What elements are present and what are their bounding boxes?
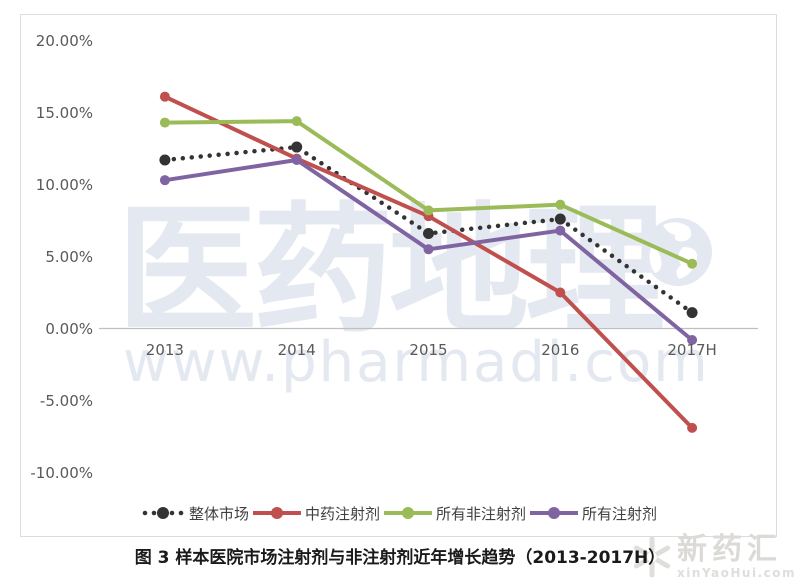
data-point-marker bbox=[423, 244, 434, 255]
data-point-marker bbox=[555, 225, 566, 236]
x-tick-label: 2013 bbox=[145, 341, 184, 359]
y-tick-label: 20.00% bbox=[35, 31, 93, 50]
y-tick-label: 15.00% bbox=[35, 103, 93, 122]
legend-item: 整体市场 bbox=[140, 503, 249, 524]
y-tick-label: -5.00% bbox=[39, 391, 93, 410]
legend-sample bbox=[384, 507, 432, 519]
data-point-marker bbox=[291, 141, 303, 153]
chart-area: 医药地理 www.pharmadl.com 20.00% 15.00% 10.00%… bbox=[20, 14, 777, 537]
legend-sample bbox=[142, 507, 184, 519]
legend-sample bbox=[530, 507, 579, 519]
data-point-marker bbox=[687, 335, 698, 346]
x-tick-label: 2016 bbox=[541, 341, 580, 359]
data-point-marker bbox=[291, 155, 302, 166]
data-point-marker bbox=[291, 116, 302, 127]
data-point-marker bbox=[687, 422, 698, 433]
watermark-xinyaohui-url: xinYaoHui.com bbox=[677, 566, 796, 580]
x-tick-label: 2015 bbox=[409, 341, 448, 359]
legend-item: 所有非注射剂 bbox=[383, 503, 526, 524]
series-line bbox=[164, 119, 693, 266]
data-point-marker bbox=[555, 287, 566, 298]
data-point-marker bbox=[423, 205, 434, 216]
legend-label: 所有非注射剂 bbox=[436, 504, 527, 523]
y-tick-label: 5.00% bbox=[45, 247, 93, 266]
legend-item: 所有注射剂 bbox=[529, 503, 657, 524]
chart-legend: 整体市场 中药注射剂 所有非注射剂 所有注射剂 bbox=[21, 502, 776, 524]
legend-sample bbox=[252, 507, 301, 519]
series-line bbox=[164, 94, 694, 430]
data-point-marker bbox=[159, 117, 170, 128]
data-point-marker bbox=[159, 154, 171, 166]
data-point-marker bbox=[159, 175, 170, 186]
y-tick-label: 0.00% bbox=[45, 319, 93, 338]
data-point-marker bbox=[159, 91, 170, 102]
data-point-marker bbox=[423, 227, 434, 239]
data-point-marker bbox=[555, 199, 566, 210]
x-tick-label: 2014 bbox=[277, 341, 316, 359]
figure-caption: 图 3 样本医院市场注射剂与非注射剂近年增长趋势（2013-2017H） bbox=[134, 548, 666, 568]
data-point-marker bbox=[687, 258, 698, 269]
line-plot bbox=[99, 91, 758, 433]
x-tick-label: 2017H bbox=[667, 341, 717, 359]
data-point-marker bbox=[686, 307, 698, 319]
y-tick-label: 10.00% bbox=[35, 175, 93, 194]
legend-item: 中药注射剂 bbox=[252, 503, 380, 524]
data-point-marker bbox=[554, 213, 566, 225]
legend-label: 中药注射剂 bbox=[304, 504, 380, 523]
y-tick-label: -10.00% bbox=[30, 463, 93, 482]
legend-label: 整体市场 bbox=[188, 504, 249, 523]
legend-label: 所有注射剂 bbox=[582, 504, 658, 523]
